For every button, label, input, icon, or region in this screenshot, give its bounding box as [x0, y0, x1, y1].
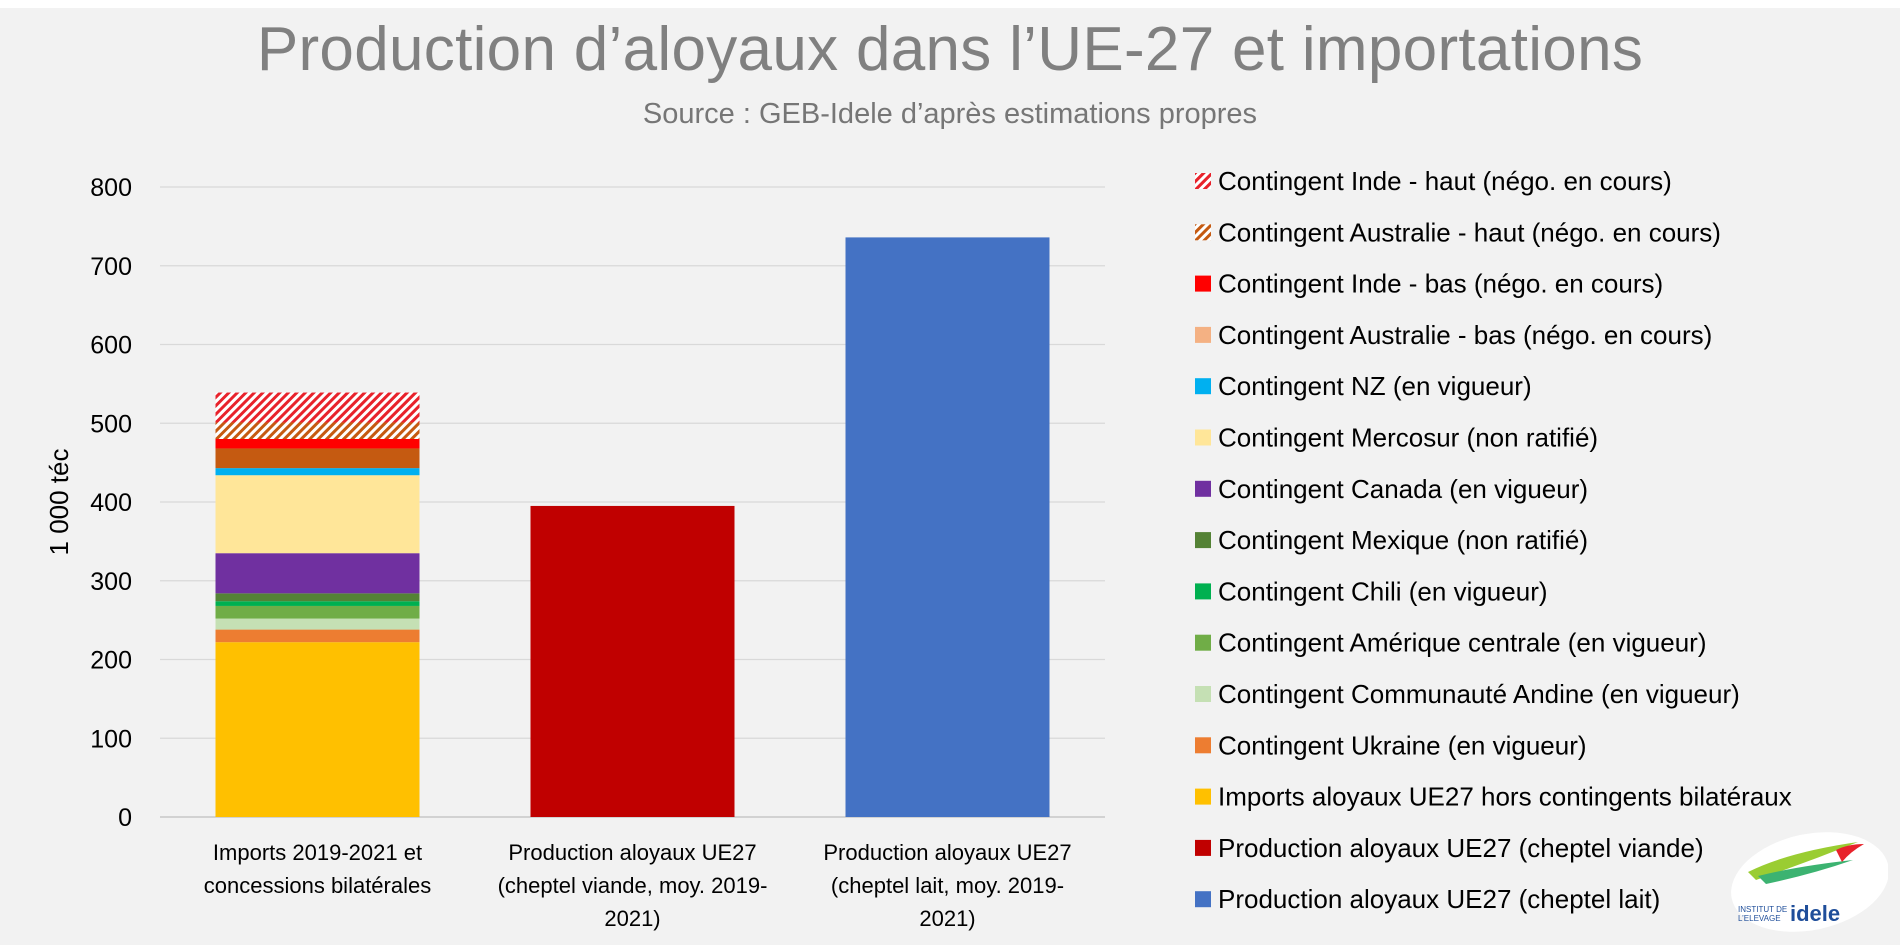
legend-label: Imports aloyaux UE27 hors contingents bi…	[1218, 782, 1792, 812]
legend-swatch	[1195, 275, 1211, 292]
bar-segment	[215, 392, 420, 423]
legend-item: Contingent Amérique centrale (en vigueur…	[1195, 628, 1707, 658]
legend-label: Contingent Inde - haut (négo. en cours)	[1218, 166, 1672, 196]
legend-swatch	[1195, 634, 1211, 651]
y-tick-label: 800	[90, 174, 132, 202]
y-tick-label: 400	[90, 489, 132, 517]
legend-swatch	[1195, 839, 1211, 856]
legend-item: Contingent NZ (en vigueur)	[1195, 371, 1532, 401]
chart-subtitle: Source : GEB-Idele d’après estimations p…	[642, 98, 1258, 130]
bar-segment	[215, 605, 420, 619]
legend-item: Contingent Inde - haut (négo. en cours)	[1195, 166, 1672, 196]
bar-segment	[215, 422, 420, 439]
x-category-label: (cheptel lait, moy. 2019-	[831, 873, 1064, 898]
bar-segment	[215, 642, 420, 817]
y-tick-label: 100	[90, 725, 132, 753]
legend-label: Production aloyaux UE27 (cheptel lait)	[1218, 884, 1660, 914]
legend-swatch	[1195, 173, 1211, 189]
legend-item: Production aloyaux UE27 (cheptel viande)	[1195, 833, 1704, 863]
legend-swatch	[1195, 326, 1211, 343]
legend-item: Contingent Canada (en vigueur)	[1195, 474, 1588, 504]
y-axis: 0 100 200 300 400 500 600 700 800	[90, 174, 132, 832]
bar-segment	[215, 629, 420, 643]
chart-title: Production d’aloyaux dans l’UE-27 et imp…	[256, 15, 1644, 84]
legend-label: Contingent Amérique centrale (en vigueur…	[1218, 628, 1707, 658]
bar-segment	[215, 439, 420, 449]
y-tick-label: 500	[90, 410, 132, 438]
bar-segment	[215, 553, 420, 594]
bar-segment	[215, 475, 420, 554]
legend-swatch	[1195, 583, 1211, 600]
legend-label: Contingent Canada (en vigueur)	[1218, 474, 1588, 504]
legend-item: Contingent Mexique (non ratifié)	[1195, 525, 1588, 555]
legend-swatch	[1195, 737, 1211, 754]
y-tick-label: 600	[90, 332, 132, 360]
legend-swatch	[1195, 686, 1211, 702]
legend-item: Contingent Australie - bas (négo. en cou…	[1195, 320, 1712, 350]
bar-segment	[530, 505, 735, 817]
legend-item: Imports aloyaux UE27 hors contingents bi…	[1195, 782, 1792, 812]
legend-label: Contingent Australie - haut (négo. en co…	[1218, 217, 1721, 247]
y-tick-label: 300	[90, 568, 132, 596]
legend-item: Contingent Inde - bas (négo. en cours)	[1195, 269, 1663, 299]
x-category-label: Production aloyaux UE27	[508, 840, 756, 865]
x-category-label: Imports 2019-2021 et	[213, 840, 422, 865]
legend-item: Contingent Chili (en vigueur)	[1195, 576, 1548, 606]
svg-text:L’ELEVAGE: L’ELEVAGE	[1738, 914, 1781, 923]
bars	[215, 237, 1050, 817]
legend-swatch	[1195, 429, 1211, 446]
legend-item: Contingent Mercosur (non ratifié)	[1195, 423, 1598, 453]
x-category-label: Production aloyaux UE27	[823, 840, 1071, 865]
legend-label: Contingent Chili (en vigueur)	[1218, 576, 1548, 606]
bar-segment	[215, 593, 420, 602]
y-tick-label: 700	[90, 253, 132, 281]
x-category-label: 2021)	[919, 906, 975, 931]
legend-label: Contingent Ukraine (en vigueur)	[1218, 730, 1587, 760]
idele-logo: INSTITUT DE L’ELEVAGE idele	[1718, 822, 1889, 934]
y-tick-label: 0	[118, 804, 132, 832]
bar-segment	[215, 618, 420, 630]
legend-swatch	[1195, 378, 1211, 395]
legend-item: Contingent Communauté Andine (en vigueur…	[1195, 679, 1740, 709]
legend: Contingent Inde - haut (négo. en cours) C…	[1195, 166, 1792, 914]
legend-label: Production aloyaux UE27 (cheptel viande)	[1218, 833, 1704, 863]
legend-swatch	[1195, 224, 1211, 241]
legend-item: Contingent Ukraine (en vigueur)	[1195, 730, 1587, 760]
svg-text:idele: idele	[1790, 901, 1840, 926]
x-category-label: (cheptel viande, moy. 2019-	[498, 873, 768, 898]
legend-item: Production aloyaux UE27 (cheptel lait)	[1195, 884, 1660, 914]
legend-label: Contingent Mexique (non ratifié)	[1218, 525, 1588, 555]
legend-swatch	[1195, 532, 1211, 549]
legend-item: Contingent Australie - haut (négo. en co…	[1195, 217, 1721, 247]
legend-label: Contingent Mercosur (non ratifié)	[1218, 423, 1598, 453]
legend-label: Contingent Communauté Andine (en vigueur…	[1218, 679, 1740, 709]
bar-segment	[215, 448, 420, 469]
y-axis-title: 1 000 téc	[44, 449, 74, 556]
y-tick-label: 200	[90, 647, 132, 675]
legend-swatch	[1195, 788, 1211, 805]
bar-segment	[215, 601, 420, 606]
x-category-label: concessions bilatérales	[204, 873, 431, 898]
legend-swatch	[1195, 480, 1211, 497]
bar-segment	[215, 468, 420, 476]
legend-swatch	[1195, 891, 1211, 908]
x-category-label: 2021)	[604, 906, 660, 931]
legend-label: Contingent Inde - bas (négo. en cours)	[1218, 269, 1663, 299]
legend-label: Contingent Australie - bas (négo. en cou…	[1218, 320, 1712, 350]
bar-segment	[845, 237, 1050, 817]
x-axis: Imports 2019-2021 et concessions bilatéra…	[204, 840, 1072, 931]
legend-label: Contingent NZ (en vigueur)	[1218, 371, 1532, 401]
svg-text:INSTITUT DE: INSTITUT DE	[1738, 905, 1787, 914]
